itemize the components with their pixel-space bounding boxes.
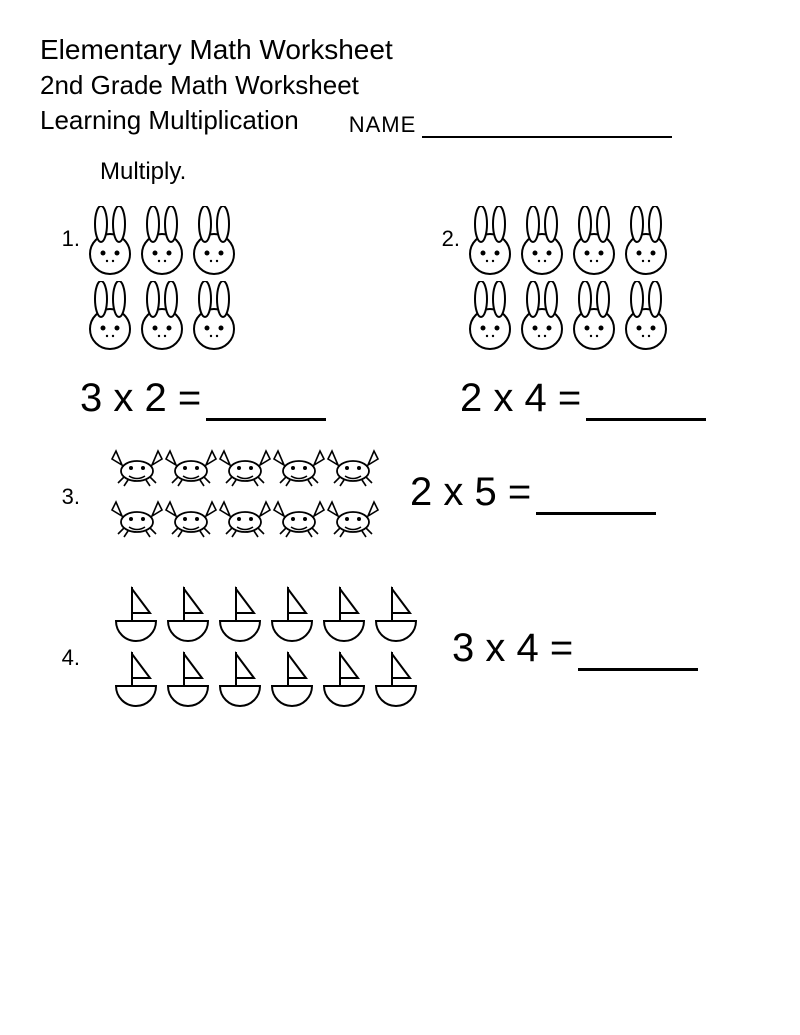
crab-icon — [110, 492, 164, 543]
problem-2: 2. 2 x 4 = — [420, 206, 760, 421]
bunny-icon — [568, 281, 620, 356]
problem-number: 2. — [420, 226, 460, 252]
answer-blank[interactable] — [536, 478, 656, 515]
crab-icon — [110, 441, 164, 492]
bunny-icon — [568, 206, 620, 281]
crab-icon — [164, 441, 218, 492]
answer-blank[interactable] — [206, 384, 326, 421]
bunny-icon — [188, 281, 240, 356]
problem-4: 4. 3 x 4 = — [40, 583, 760, 713]
bunny-icon — [84, 281, 136, 356]
bunny-icon — [136, 281, 188, 356]
worksheet-subtitle: 2nd Grade Math Worksheet — [40, 70, 760, 101]
boat-icon — [370, 583, 422, 648]
name-input-line[interactable] — [422, 114, 672, 138]
bunny-grid — [84, 206, 240, 356]
instruction-text: Multiply. — [100, 158, 760, 186]
worksheet-topic: Learning Multiplication — [40, 105, 299, 136]
equation-text: 2 x 4 = — [460, 376, 581, 421]
crab-icon — [272, 492, 326, 543]
problem-number: 1. — [40, 226, 80, 252]
equation-text: 3 x 4 = — [452, 626, 573, 671]
problem-3: 3. 2 x 5 = — [40, 441, 760, 543]
crab-icon — [326, 492, 380, 543]
boat-icon — [266, 583, 318, 648]
bunny-icon — [516, 281, 568, 356]
crab-icon — [218, 441, 272, 492]
boat-icon — [162, 583, 214, 648]
answer-blank[interactable] — [578, 634, 698, 671]
equation-text: 2 x 5 = — [410, 470, 531, 515]
crab-icon — [218, 492, 272, 543]
header: Elementary Math Worksheet 2nd Grade Math… — [40, 34, 760, 138]
crab-grid — [110, 441, 380, 543]
boat-icon — [266, 648, 318, 713]
bunny-icon — [136, 206, 188, 281]
name-label: NAME — [349, 112, 417, 138]
boat-icon — [110, 648, 162, 713]
bunny-grid — [464, 206, 672, 356]
problem-number: 4. — [40, 645, 80, 671]
bunny-icon — [620, 281, 672, 356]
answer-blank[interactable] — [586, 384, 706, 421]
problem-1: 1. 3 x 2 = — [40, 206, 380, 421]
boat-icon — [370, 648, 422, 713]
equation-text: 3 x 2 = — [80, 376, 201, 421]
bunny-icon — [516, 206, 568, 281]
boat-icon — [162, 648, 214, 713]
worksheet-title: Elementary Math Worksheet — [40, 34, 760, 66]
boat-icon — [214, 648, 266, 713]
problem-number: 3. — [40, 484, 80, 510]
crab-icon — [272, 441, 326, 492]
boat-grid — [110, 583, 422, 713]
boat-icon — [110, 583, 162, 648]
bunny-icon — [464, 206, 516, 281]
crab-icon — [164, 492, 218, 543]
crab-icon — [326, 441, 380, 492]
bunny-icon — [620, 206, 672, 281]
bunny-icon — [188, 206, 240, 281]
boat-icon — [318, 583, 370, 648]
boat-icon — [318, 648, 370, 713]
bunny-icon — [464, 281, 516, 356]
bunny-icon — [84, 206, 136, 281]
boat-icon — [214, 583, 266, 648]
